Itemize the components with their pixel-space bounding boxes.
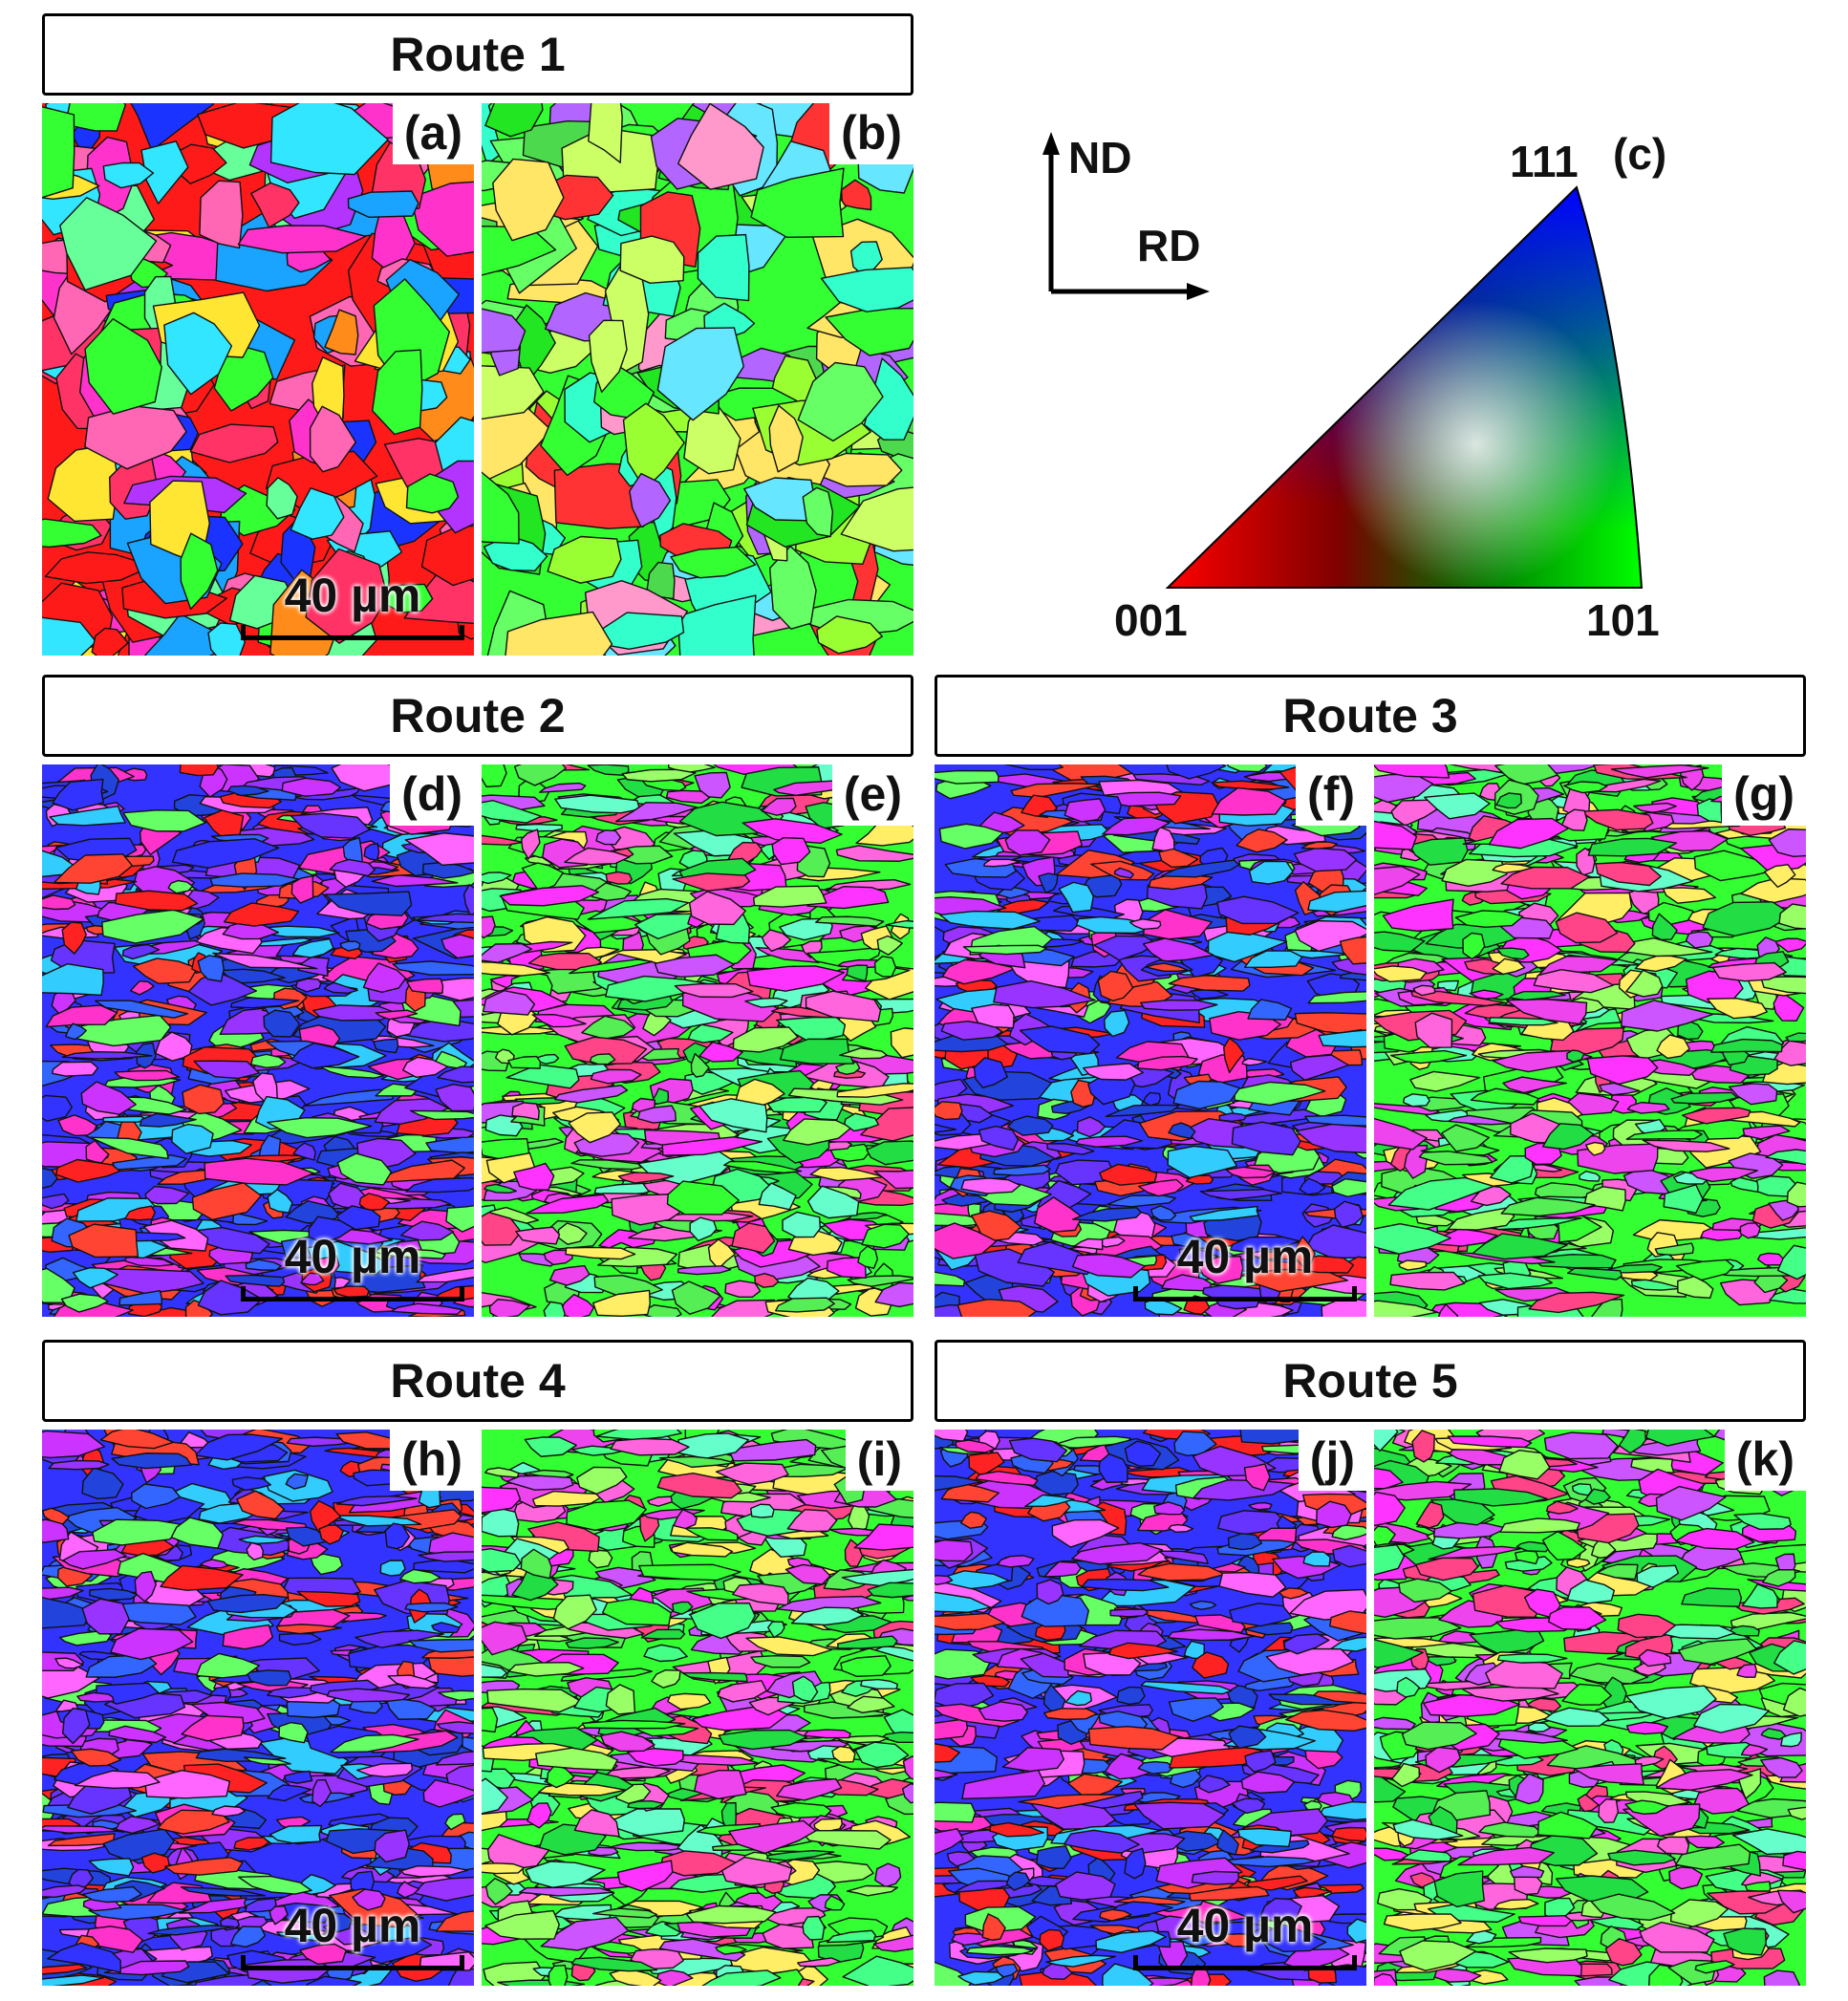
panel-label-a: (a) <box>392 103 474 164</box>
panel-label-j: (j) <box>1298 1430 1366 1491</box>
route-4-header: Route 4 <box>42 1340 913 1422</box>
route-1-header: Route 1 <box>42 13 913 96</box>
route-4-title: Route 4 <box>390 1354 566 1408</box>
route-5-header: Route 5 <box>935 1340 1806 1422</box>
grain-map <box>482 103 913 656</box>
ebsd-panel-g: (g) <box>1374 764 1806 1317</box>
panel-label-k: (k) <box>1724 1430 1806 1491</box>
scale-bar-line-h <box>241 1955 464 1970</box>
scale-bar-line-j <box>1133 1955 1357 1970</box>
panel-label-h: (h) <box>390 1430 474 1491</box>
route-1-title: Route 1 <box>390 28 566 81</box>
scale-bar-text-f: 40 µm <box>1176 1230 1314 1283</box>
ebsd-panel-a: (a) 40 µm <box>42 103 474 656</box>
route-2-title: Route 2 <box>390 689 566 742</box>
panel-label-d: (d) <box>390 764 474 826</box>
scale-bar-text-d: 40 µm <box>284 1230 421 1283</box>
grain-map <box>42 103 474 656</box>
axis-label-nd: ND <box>1068 133 1132 183</box>
panel-label-b: (b) <box>829 103 913 164</box>
corner-label-111: 111 <box>1510 137 1579 186</box>
grain-map <box>482 1430 913 1986</box>
ebsd-panel-e: (e) <box>482 764 913 1317</box>
corner-label-001: 001 <box>1114 595 1188 645</box>
route-3-header: Route 3 <box>935 675 1806 757</box>
scale-bar-line-f <box>1133 1286 1357 1302</box>
grain-map <box>1374 764 1806 1317</box>
scale-bar-f: 40 µm <box>1133 1229 1357 1305</box>
scale-bar-h: 40 µm <box>241 1898 464 1974</box>
ipf-triangle <box>1042 132 1644 589</box>
scale-bar-d: 40 µm <box>241 1229 464 1305</box>
scale-bar-j: 40 µm <box>1133 1898 1357 1974</box>
route-5-title: Route 5 <box>1282 1354 1458 1408</box>
corner-label-101: 101 <box>1586 595 1660 645</box>
grain-map <box>482 764 913 1317</box>
route-3-title: Route 3 <box>1282 689 1458 742</box>
ebsd-panel-b: (b) <box>482 103 913 656</box>
ebsd-panel-i: (i) <box>482 1430 913 1986</box>
ipf-legend: ND RD 111 (c) 001 101 <box>1013 105 1739 659</box>
scale-bar-line-d <box>241 1286 464 1302</box>
route-2-header: Route 2 <box>42 675 913 757</box>
ebsd-panel-h: (h) 40 µm <box>42 1430 474 1986</box>
ebsd-panel-j: (j) 40 µm <box>935 1430 1366 1986</box>
grain-map <box>1374 1430 1806 1986</box>
scale-bar-text-j: 40 µm <box>1176 1899 1314 1952</box>
scale-bar-a: 40 µm <box>241 568 464 644</box>
ebsd-panel-f: (f) 40 µm <box>935 764 1366 1317</box>
scale-bar-text-a: 40 µm <box>284 569 421 622</box>
panel-label-g: (g) <box>1722 764 1806 826</box>
grain-map <box>935 1430 1366 1986</box>
grain-map <box>42 1430 474 1986</box>
panel-label-c: (c) <box>1613 129 1667 179</box>
ebsd-panel-d: (d) 40 µm <box>42 764 474 1317</box>
panel-label-e: (e) <box>831 764 913 826</box>
panel-label-f: (f) <box>1296 764 1366 826</box>
grain-map <box>935 764 1366 1317</box>
panel-label-i: (i) <box>845 1430 913 1491</box>
grain-map <box>42 764 474 1317</box>
ebsd-panel-k: (k) <box>1374 1430 1806 1986</box>
scale-bar-text-h: 40 µm <box>284 1899 421 1952</box>
axis-label-rd: RD <box>1137 221 1201 270</box>
scale-bar-line-a <box>241 625 464 640</box>
